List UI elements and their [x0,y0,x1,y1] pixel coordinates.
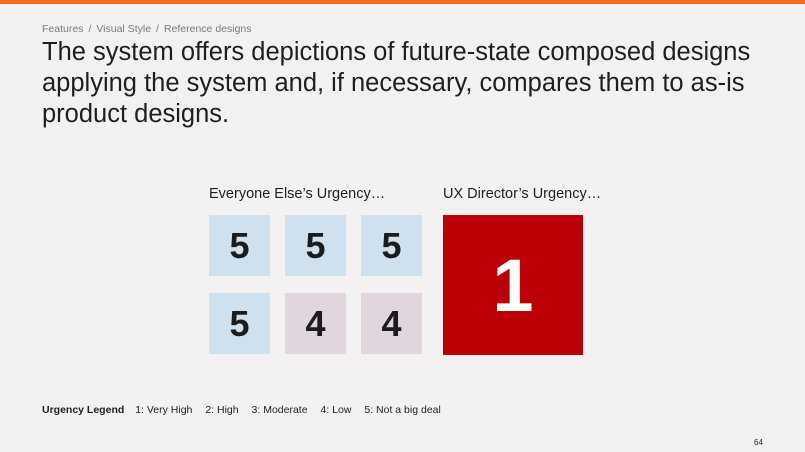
breadcrumb-item-visual-style[interactable]: Visual Style [96,23,152,35]
urgency-legend: Urgency Legend 1: Very High 2: High 3: M… [42,404,451,416]
legend-item: 2: High [205,404,239,416]
urgency-tile: 4 [285,293,346,354]
accent-bar [0,0,805,4]
legend-item: 4: Low [320,404,352,416]
legend-item: 5: Not a big deal [364,404,441,416]
breadcrumb: Features / Visual Style / Reference designs [42,23,252,35]
legend-title: Urgency Legend [42,404,125,416]
urgency-tile: 5 [285,215,346,276]
breadcrumb-separator: / [156,23,159,35]
breadcrumb-item-reference-designs: Reference designs [163,23,252,35]
urgency-tile: 4 [361,293,422,354]
director-urgency-caption: UX Director’s Urgency… [443,186,602,202]
legend-item: 3: Moderate [251,404,308,416]
breadcrumb-separator: / [88,23,92,35]
legend-item: 1: Very High [135,404,193,416]
breadcrumb-item-features[interactable]: Features [42,23,84,35]
urgency-tile: 5 [209,215,270,276]
page-title: The system offers depictions of future-s… [42,38,751,128]
urgency-tile: 5 [209,293,270,354]
everyone-urgency-caption: Everyone Else’s Urgency… [209,186,386,202]
page-number: 64 [754,438,763,447]
urgency-tile: 5 [361,215,422,276]
director-urgency-tile: 1 [443,215,583,355]
